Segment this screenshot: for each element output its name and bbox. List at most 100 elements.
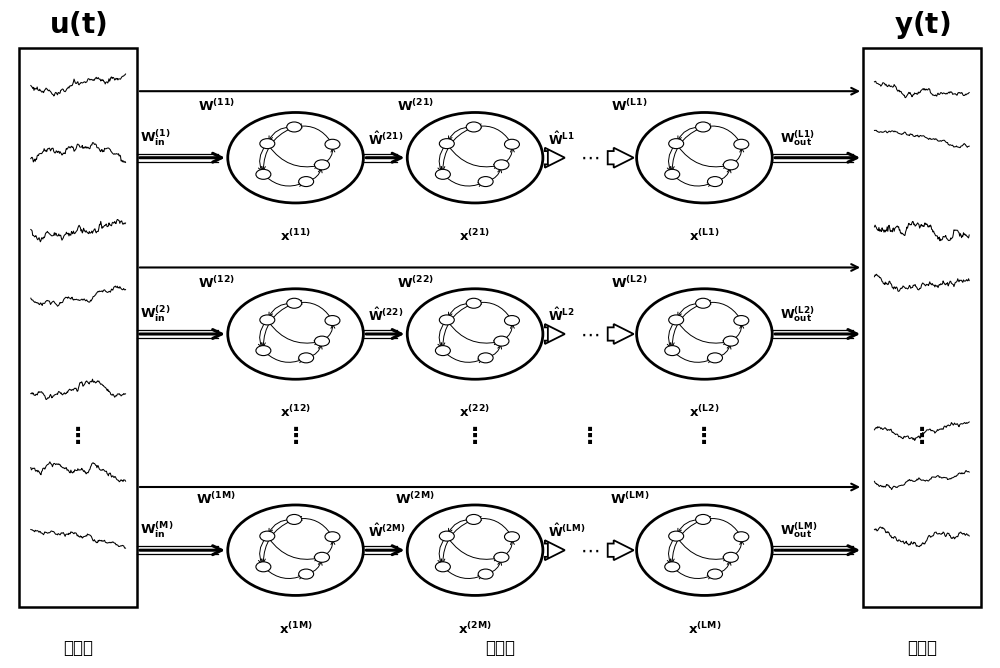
Circle shape xyxy=(669,531,684,541)
Text: $\mathbf{W_{out}^{(L2)}}$: $\mathbf{W_{out}^{(L2)}}$ xyxy=(780,305,815,324)
Text: ⋮: ⋮ xyxy=(693,427,716,447)
Circle shape xyxy=(260,315,275,325)
Circle shape xyxy=(256,169,271,179)
Text: $\cdots$: $\cdots$ xyxy=(580,148,599,167)
Circle shape xyxy=(466,122,481,132)
Text: $\mathbf{W^{(L1)}}$: $\mathbf{W^{(L1)}}$ xyxy=(611,99,648,114)
Text: ⋮: ⋮ xyxy=(284,427,307,447)
Text: $\mathbf{\hat{W}^{(21)}}$: $\mathbf{\hat{W}^{(21)}}$ xyxy=(368,131,404,148)
Text: $\mathbf{W_{in}^{(2)}}$: $\mathbf{W_{in}^{(2)}}$ xyxy=(140,304,171,324)
FancyBboxPatch shape xyxy=(19,48,137,607)
Text: ⋮: ⋮ xyxy=(911,427,933,447)
Text: $\mathbf{x^{(LM)}}$: $\mathbf{x^{(LM)}}$ xyxy=(688,621,721,637)
Text: $\mathbf{\hat{W}^{(LM)}}$: $\mathbf{\hat{W}^{(LM)}}$ xyxy=(548,523,585,540)
Circle shape xyxy=(466,299,481,308)
Circle shape xyxy=(287,122,302,132)
Circle shape xyxy=(315,552,329,562)
Circle shape xyxy=(478,176,493,186)
Text: $\mathbf{\hat{W}^{L2}}$: $\mathbf{\hat{W}^{L2}}$ xyxy=(548,307,575,324)
Circle shape xyxy=(665,345,680,355)
Circle shape xyxy=(435,345,450,355)
Circle shape xyxy=(696,122,711,132)
Circle shape xyxy=(665,169,680,179)
Circle shape xyxy=(696,299,711,308)
FancyBboxPatch shape xyxy=(863,48,981,607)
Text: $\mathbf{W^{(12)}}$: $\mathbf{W^{(12)}}$ xyxy=(198,275,235,291)
Text: $\mathbf{W_{out}^{(LM)}}$: $\mathbf{W_{out}^{(LM)}}$ xyxy=(780,520,818,540)
Circle shape xyxy=(696,514,711,524)
Circle shape xyxy=(287,299,302,308)
Text: $\mathbf{W_{in}^{(1)}}$: $\mathbf{W_{in}^{(1)}}$ xyxy=(140,128,171,148)
Text: $\mathbf{W^{(11)}}$: $\mathbf{W^{(11)}}$ xyxy=(198,99,235,114)
Circle shape xyxy=(708,353,722,363)
Circle shape xyxy=(708,569,722,579)
Circle shape xyxy=(708,176,722,186)
Circle shape xyxy=(504,315,519,325)
Circle shape xyxy=(669,139,684,148)
Text: 输出层: 输出层 xyxy=(907,639,937,657)
Text: $\mathbf{W^{(LM)}}$: $\mathbf{W^{(LM)}}$ xyxy=(610,491,649,507)
Circle shape xyxy=(315,336,329,346)
Circle shape xyxy=(723,336,738,346)
Text: $\mathbf{W_{out}^{(L1)}}$: $\mathbf{W_{out}^{(L1)}}$ xyxy=(780,128,815,148)
Circle shape xyxy=(325,140,340,149)
Circle shape xyxy=(315,160,329,170)
Text: $\mathbf{\hat{W}^{L1}}$: $\mathbf{\hat{W}^{L1}}$ xyxy=(548,131,575,148)
Circle shape xyxy=(494,552,509,562)
Circle shape xyxy=(723,160,738,170)
Circle shape xyxy=(494,160,509,170)
Circle shape xyxy=(723,552,738,562)
Circle shape xyxy=(435,169,450,179)
Text: $\mathbf{W_{in}^{(M)}}$: $\mathbf{W_{in}^{(M)}}$ xyxy=(140,520,174,540)
Circle shape xyxy=(299,569,314,579)
Circle shape xyxy=(439,531,454,541)
Circle shape xyxy=(299,353,314,363)
Text: ⋮: ⋮ xyxy=(579,427,601,447)
Text: $\mathbf{W^{(22)}}$: $\mathbf{W^{(22)}}$ xyxy=(397,275,434,291)
Text: $\mathbf{x^{(L1)}}$: $\mathbf{x^{(L1)}}$ xyxy=(689,228,720,244)
Text: $\mathbf{W^{(L2)}}$: $\mathbf{W^{(L2)}}$ xyxy=(611,275,648,291)
Circle shape xyxy=(260,139,275,148)
Text: ⋮: ⋮ xyxy=(464,427,486,447)
Circle shape xyxy=(669,315,684,325)
Circle shape xyxy=(260,531,275,541)
Circle shape xyxy=(435,562,450,572)
Circle shape xyxy=(287,514,302,524)
Text: $\mathbf{\hat{W}^{(2M)}}$: $\mathbf{\hat{W}^{(2M)}}$ xyxy=(368,523,406,540)
Circle shape xyxy=(504,532,519,542)
Text: $\cdots$: $\cdots$ xyxy=(580,325,599,343)
Text: $\mathbf{W^{(21)}}$: $\mathbf{W^{(21)}}$ xyxy=(397,99,434,114)
Circle shape xyxy=(504,140,519,149)
Circle shape xyxy=(439,315,454,325)
Text: 输入层: 输入层 xyxy=(63,639,93,657)
Circle shape xyxy=(478,569,493,579)
Text: $\mathbf{x^{(22)}}$: $\mathbf{x^{(22)}}$ xyxy=(459,405,491,420)
Circle shape xyxy=(325,315,340,325)
Text: $\mathbf{u(t)}$: $\mathbf{u(t)}$ xyxy=(49,10,107,39)
Text: $\mathbf{x^{(L2)}}$: $\mathbf{x^{(L2)}}$ xyxy=(689,405,720,420)
Circle shape xyxy=(299,176,314,186)
Circle shape xyxy=(734,315,749,325)
Circle shape xyxy=(478,353,493,363)
Circle shape xyxy=(494,336,509,346)
Text: ⋮: ⋮ xyxy=(67,427,89,447)
Circle shape xyxy=(734,140,749,149)
Text: $\cdots$: $\cdots$ xyxy=(580,540,599,560)
Text: $\mathbf{W^{(1M)}}$: $\mathbf{W^{(1M)}}$ xyxy=(196,491,236,507)
Circle shape xyxy=(439,139,454,148)
Circle shape xyxy=(256,562,271,572)
Circle shape xyxy=(466,514,481,524)
Text: $\mathbf{x^{(1M)}}$: $\mathbf{x^{(1M)}}$ xyxy=(279,621,313,637)
Text: $\mathbf{W^{(2M)}}$: $\mathbf{W^{(2M)}}$ xyxy=(395,491,435,507)
Text: $\mathbf{x^{(12)}}$: $\mathbf{x^{(12)}}$ xyxy=(280,405,311,420)
Text: $\mathbf{x^{(11)}}$: $\mathbf{x^{(11)}}$ xyxy=(280,228,311,244)
Circle shape xyxy=(256,345,271,355)
Circle shape xyxy=(665,562,680,572)
Text: $\mathbf{x^{(2M)}}$: $\mathbf{x^{(2M)}}$ xyxy=(458,621,492,637)
Text: 隐藏层: 隐藏层 xyxy=(485,639,515,657)
Circle shape xyxy=(734,532,749,542)
Circle shape xyxy=(325,532,340,542)
Text: $\mathbf{x^{(21)}}$: $\mathbf{x^{(21)}}$ xyxy=(459,228,491,244)
Text: $\mathbf{y(t)}$: $\mathbf{y(t)}$ xyxy=(894,9,950,41)
Text: $\mathbf{\hat{W}^{(22)}}$: $\mathbf{\hat{W}^{(22)}}$ xyxy=(368,307,404,324)
